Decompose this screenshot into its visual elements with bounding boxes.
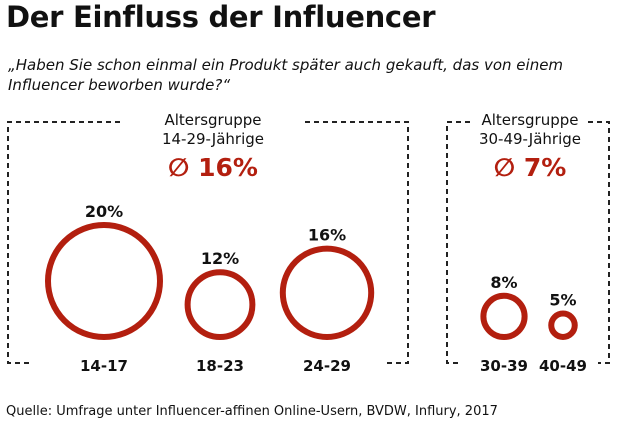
category-label-30-39: 30-39 bbox=[480, 357, 528, 375]
value-label-18-23: 12% bbox=[201, 249, 239, 268]
bubble-40-49 bbox=[548, 310, 578, 340]
bubble-14-17 bbox=[45, 222, 163, 340]
group-average-14-29: ∅ 16% bbox=[168, 153, 258, 182]
value-label-40-49: 5% bbox=[549, 291, 576, 310]
bubble-24-29 bbox=[279, 245, 375, 340]
group-label-line1: Altersgruppe bbox=[481, 111, 579, 129]
group-label-line2: 14-29-Jährige bbox=[161, 130, 265, 148]
bubble-30-39 bbox=[480, 292, 528, 340]
value-label-30-39: 8% bbox=[490, 273, 517, 292]
group-label-30-49: Altersgruppe 30-49-Jährige bbox=[450, 111, 610, 149]
bubble-18-23 bbox=[184, 269, 256, 341]
category-label-14-17: 14-17 bbox=[80, 357, 128, 375]
group-frame-30-49 bbox=[446, 121, 610, 364]
chart-title: Der Einfluss der Influencer bbox=[6, 0, 436, 34]
category-label-18-23: 18-23 bbox=[196, 357, 244, 375]
group-average-30-49: ∅ 7% bbox=[493, 153, 567, 182]
source-note: Quelle: Umfrage unter Influencer-affinen… bbox=[6, 404, 498, 419]
value-label-14-17: 20% bbox=[85, 202, 123, 221]
survey-question: „Haben Sie schon einmal ein Produkt spät… bbox=[8, 56, 564, 94]
group-label-line1: Altersgruppe bbox=[164, 111, 262, 129]
category-label-40-49: 40-49 bbox=[539, 357, 587, 375]
value-label-24-29: 16% bbox=[308, 226, 346, 245]
group-label-line2: 30-49-Jährige bbox=[478, 130, 582, 148]
group-frame-14-29 bbox=[7, 121, 409, 364]
category-label-24-29: 24-29 bbox=[303, 357, 351, 375]
group-label-14-29: Altersgruppe 14-29-Jährige bbox=[128, 111, 298, 149]
